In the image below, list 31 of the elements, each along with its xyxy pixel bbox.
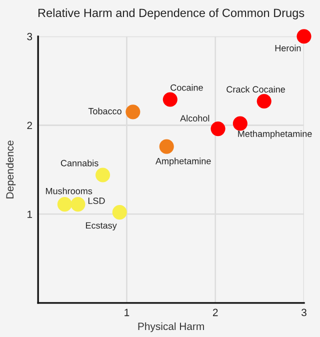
annotation: Amphetamine — [156, 158, 211, 166]
point — [162, 92, 178, 107]
annotation: Cannabis — [60, 160, 98, 166]
y-tick-label: 2 — [27, 122, 32, 130]
x-tick-label: 1 — [124, 308, 130, 316]
point — [232, 116, 248, 131]
point — [296, 29, 312, 44]
point — [96, 168, 110, 182]
annotation: Ecstasy — [86, 222, 117, 230]
annotation: Alcohol — [180, 114, 210, 122]
annotation: Heroin — [275, 44, 301, 52]
chart-title: Relative Harm and Dependence of Common Drugs — [38, 8, 304, 20]
annotation: LSD — [88, 198, 105, 204]
annotation: Mushrooms — [46, 188, 92, 194]
point — [70, 197, 86, 212]
point — [126, 104, 140, 120]
annotation: Cocaine — [170, 84, 203, 91]
y-tick-label: 3 — [27, 32, 32, 40]
annotation: Methamphetamine — [238, 130, 312, 139]
y-axis-title: Dependence — [6, 140, 16, 198]
point — [112, 205, 127, 220]
y-tick-label: 1 — [28, 210, 32, 218]
point — [256, 94, 272, 109]
x-tick-label: 3 — [302, 308, 306, 316]
point — [57, 197, 72, 212]
point — [210, 122, 226, 136]
point — [159, 139, 174, 154]
annotation: Crack Cocaine — [226, 86, 285, 93]
x-tick-label: 2 — [212, 308, 218, 316]
annotation: Tobacco — [88, 108, 122, 114]
x-axis-title: Physical Harm — [138, 322, 204, 332]
